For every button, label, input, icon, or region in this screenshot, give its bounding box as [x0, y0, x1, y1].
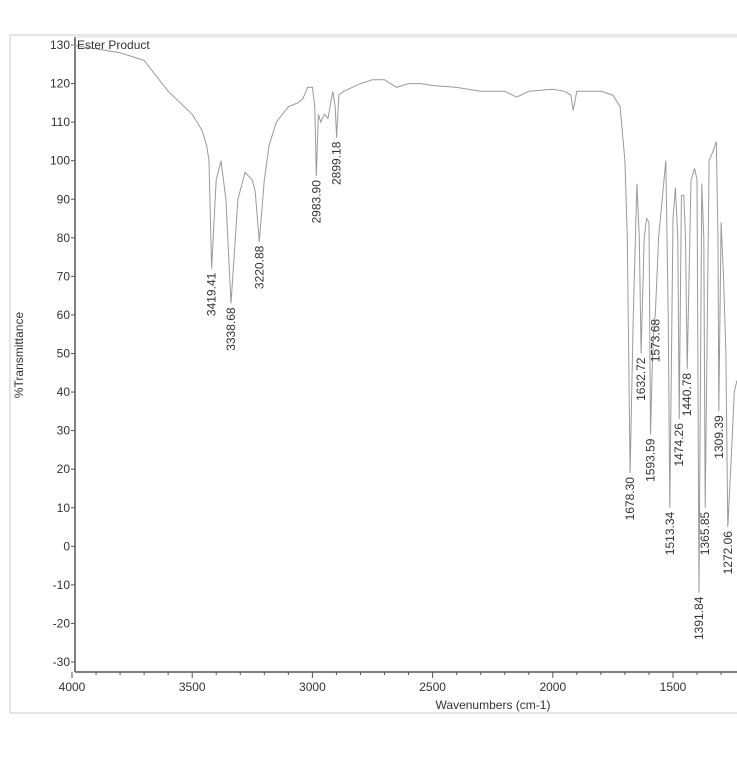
chart-title: Ester Product	[77, 38, 150, 52]
y-tick-label: 130	[50, 38, 70, 52]
y-axis-label: %Transmittance	[12, 312, 26, 399]
x-tick-label: 2500	[419, 680, 446, 694]
x-tick-label: 3500	[179, 680, 206, 694]
peak-label: 1678.30	[623, 477, 637, 521]
peak-label: 2899.18	[330, 141, 344, 185]
peak-label: 1513.34	[663, 511, 677, 555]
x-axis-label: Wavenumbers (cm-1)	[436, 698, 551, 712]
peak-label: 1365.85	[698, 511, 712, 555]
y-tick-label: 120	[50, 77, 70, 91]
peak-label: 2983.90	[309, 180, 323, 224]
x-tick-label: 4000	[59, 680, 86, 694]
x-tick-label: 3000	[299, 680, 326, 694]
y-tick-label: 20	[57, 462, 71, 476]
y-tick-label: -10	[53, 578, 71, 592]
peak-label: 3419.41	[205, 272, 219, 316]
peak-label: 3220.88	[252, 245, 266, 289]
peak-label: 1272.06	[721, 531, 735, 575]
peak-label: 1593.59	[644, 438, 658, 482]
y-tick-label: 0	[63, 539, 70, 553]
y-tick-label: 50	[57, 347, 71, 361]
y-tick-label: 60	[57, 308, 71, 322]
peak-label: 1309.39	[712, 415, 726, 459]
y-tick-label: -30	[53, 655, 71, 669]
y-tick-label: 100	[50, 154, 70, 168]
peak-label: 3338.68	[224, 307, 238, 351]
y-tick-label: 110	[51, 115, 70, 129]
peak-label: 1632.72	[634, 357, 648, 401]
peak-label: 1391.84	[692, 596, 706, 640]
y-tick-label: 30	[57, 424, 71, 438]
peak-label: 1573.68	[648, 319, 662, 363]
y-tick-label: 80	[57, 231, 71, 245]
page-border	[9, 34, 737, 714]
x-tick-label: 1500	[660, 680, 687, 694]
x-tick-label: 2000	[539, 680, 566, 694]
y-tick-label: 40	[57, 385, 71, 399]
peak-label: 1440.78	[680, 373, 694, 417]
y-tick-label: 70	[57, 269, 71, 283]
y-tick-label: 90	[57, 192, 71, 206]
y-tick-label: 10	[57, 501, 71, 515]
y-tick-label: -20	[53, 616, 71, 630]
peak-label: 1474.26	[672, 423, 686, 467]
spectrum-line	[71, 44, 737, 593]
